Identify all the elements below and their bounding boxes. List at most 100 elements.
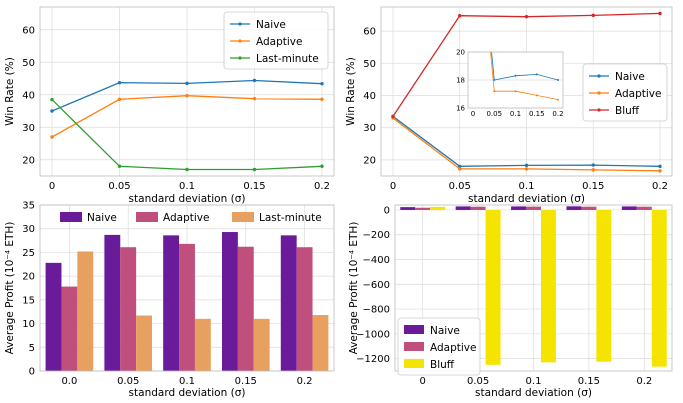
legend-swatch — [136, 212, 158, 222]
plot-frame — [394, 204, 673, 372]
legend-swatch — [404, 342, 424, 351]
x-axis-label: standard deviation (σ) — [129, 193, 246, 205]
data-point — [458, 164, 462, 169]
y-tick-label: −400 — [363, 255, 390, 266]
data-point — [320, 82, 324, 86]
y-tick-label: 15 — [22, 295, 35, 306]
data-point — [185, 94, 189, 98]
x-tick-label: 0.05 — [117, 376, 139, 387]
x-tick-label: 0.1 — [179, 181, 195, 192]
legend-swatch — [60, 212, 82, 222]
bar-last-minute — [136, 315, 153, 371]
inset-x-tick: 0.1 — [510, 110, 521, 118]
y-axis-label: Average Profit (10⁻⁴ ETH) — [348, 222, 360, 355]
bar-bluff — [651, 209, 667, 367]
bar-naive — [221, 232, 238, 371]
legend-marker — [238, 22, 242, 26]
y-tick-label: 0 — [384, 205, 390, 216]
legend-label: Naive — [430, 325, 460, 337]
legend-label: Naive — [87, 212, 117, 224]
y-tick-label: −1200 — [356, 354, 390, 365]
bar-adaptive — [296, 247, 313, 371]
legend-swatch — [404, 325, 424, 334]
plot-frame — [380, 6, 673, 177]
y-tick-label: 30 — [22, 224, 35, 235]
inset-x-tick: 0 — [471, 110, 475, 118]
y-tick-label: −600 — [363, 280, 390, 291]
x-tick-label: 0.1 — [519, 181, 535, 192]
y-tick-label: 30 — [363, 123, 376, 134]
bar-adaptive — [636, 206, 652, 210]
bar-adaptive — [581, 206, 597, 210]
bar-adaptive — [526, 206, 541, 210]
legend-label: Last-minute — [259, 212, 322, 224]
y-tick-label: 20 — [22, 155, 35, 166]
plot-frame — [39, 204, 335, 372]
x-tick-label: 0.15 — [582, 181, 604, 192]
inset-point — [535, 94, 538, 97]
x-tick-label: 0.15 — [235, 376, 257, 387]
chart-3: 0 5 10 15 20 25 30 35 0.0 0.05 0.1 0.15 0.2 standard … — [4, 201, 335, 399]
x-tick-label: 0.2 — [636, 376, 652, 387]
legend-marker — [597, 91, 601, 95]
y-tick-label: 5 — [29, 343, 35, 354]
legend-box — [223, 11, 329, 70]
data-point — [658, 164, 662, 169]
y-tick-label: 60 — [363, 27, 376, 38]
bar-adaptive — [61, 286, 78, 371]
x-axis-label: standard deviation (σ) — [468, 193, 585, 205]
y-tick-label: −1000 — [356, 329, 390, 340]
inset-point — [514, 74, 517, 77]
data-point — [252, 167, 257, 172]
y-axis-label: Win Rate (%) — [4, 57, 16, 126]
data-point — [252, 78, 257, 83]
data-point — [50, 109, 54, 113]
y-tick-label: 30 — [22, 123, 35, 134]
data-point — [117, 81, 122, 85]
data-point — [185, 81, 189, 86]
x-axis-label: standard deviation (σ) — [129, 387, 246, 399]
data-point — [252, 96, 257, 101]
x-tick-label: 0.15 — [243, 181, 265, 192]
data-point — [117, 97, 122, 102]
y-tick-label: 40 — [22, 90, 35, 101]
legend-label: Adaptive — [163, 212, 209, 224]
bar-adaptive — [470, 206, 486, 210]
x-tick-label: 0.0 — [61, 376, 77, 387]
legend-swatch — [232, 212, 254, 222]
bar-naive — [45, 262, 62, 371]
y-tick-label: 35 — [22, 201, 35, 212]
inset-point — [514, 90, 517, 93]
data-point — [658, 11, 662, 16]
y-tick-label: −200 — [363, 230, 390, 241]
data-point — [524, 167, 529, 171]
y-tick-label: −800 — [363, 305, 390, 316]
legend-label: Adaptive — [256, 36, 302, 48]
bar-adaptive — [237, 246, 254, 371]
legend-marker — [597, 74, 601, 78]
y-tick-label: 25 — [22, 248, 35, 259]
data-point — [591, 163, 595, 167]
data-point — [524, 163, 529, 168]
legend-swatch — [404, 359, 424, 368]
data-point — [524, 14, 529, 19]
plot-frame — [39, 6, 335, 177]
legend-label: Adaptive — [615, 88, 661, 100]
y-tick-label: 10 — [22, 319, 35, 330]
bar-last-minute — [77, 251, 94, 371]
x-tick-label: 0.05 — [449, 181, 471, 192]
inset-point — [493, 90, 496, 93]
y-tick-label: 60 — [22, 25, 35, 36]
bar-naive — [163, 235, 180, 371]
legend-box — [582, 63, 668, 122]
bar-bluff — [485, 209, 501, 365]
data-point — [458, 13, 462, 18]
y-tick-label: 20 — [22, 272, 35, 283]
data-point — [391, 114, 395, 119]
bar-naive — [621, 206, 637, 210]
data-point — [591, 168, 595, 172]
legend-label: Naive — [615, 71, 645, 83]
bar-naive — [104, 234, 121, 371]
inset-y-tick: 16 — [456, 105, 465, 113]
x-tick-label: 0.1 — [179, 376, 195, 387]
